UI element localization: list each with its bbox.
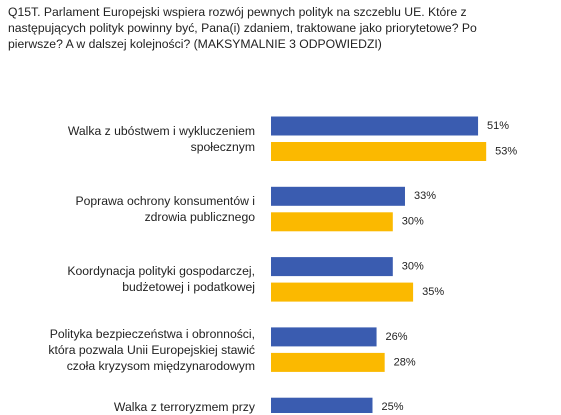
bar xyxy=(271,257,393,277)
value-label: 30% xyxy=(402,261,424,273)
value-label: 35% xyxy=(422,286,444,298)
category-label: Koordynacja polityki gospodarczej, budże… xyxy=(67,264,255,295)
bar xyxy=(271,142,487,161)
value-label: 33% xyxy=(414,190,436,202)
value-label: 53% xyxy=(495,145,517,157)
bar xyxy=(271,352,385,372)
category-label: Walka z ubóstwem i wykluczeniem społeczn… xyxy=(67,123,255,154)
category-label: Poprawa ochrony konsumentów i zdrowia pu… xyxy=(75,194,255,225)
chart-title: Q15T. Parlament Europejski wspiera rozwó… xyxy=(8,5,477,51)
bar xyxy=(271,212,393,232)
bar xyxy=(271,397,373,413)
value-label: 30% xyxy=(402,216,424,228)
value-label: 26% xyxy=(386,331,408,343)
category-label: Walka z terroryzmem przy xyxy=(113,400,255,415)
category-label: Polityka bezpieczeństwa i obronności, kt… xyxy=(48,326,255,373)
bar xyxy=(271,282,414,302)
value-label: 25% xyxy=(382,401,404,413)
value-label: 28% xyxy=(394,356,416,368)
bar xyxy=(271,116,479,136)
bar xyxy=(271,327,377,347)
bar xyxy=(271,186,405,206)
value-label: 51% xyxy=(487,120,509,132)
